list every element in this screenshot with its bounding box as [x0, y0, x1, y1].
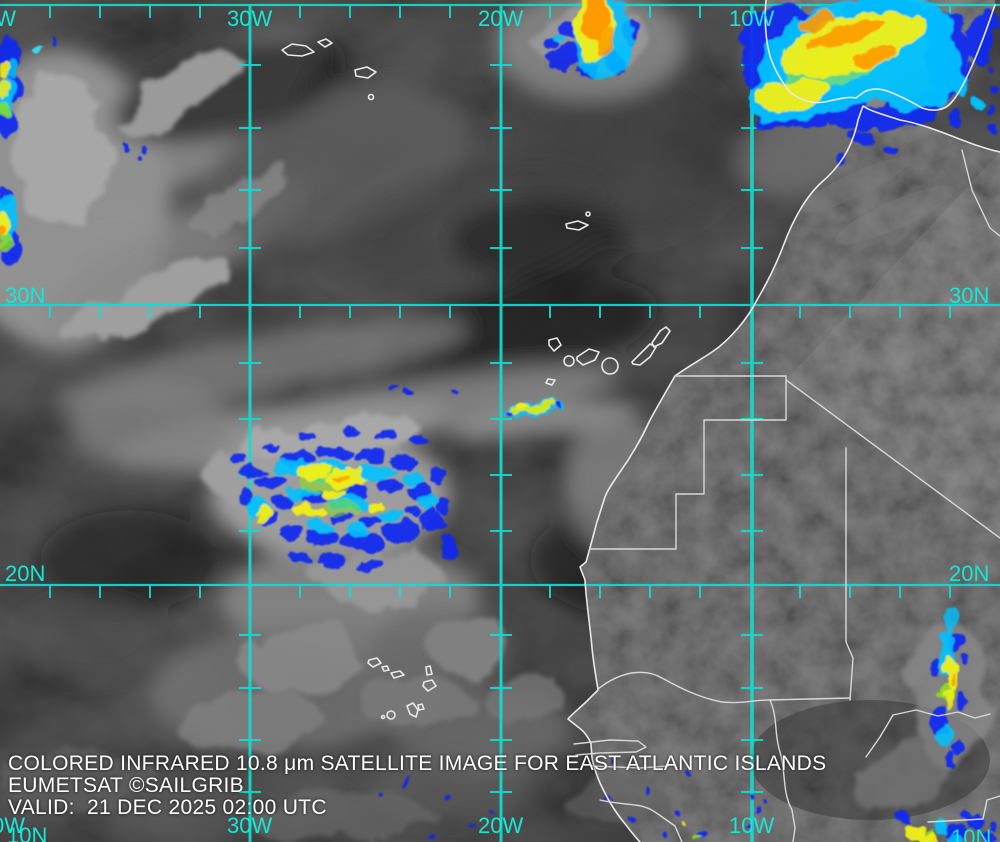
convection-top-middle — [542, 0, 638, 80]
lat-label-20n-left: 20N — [5, 561, 45, 586]
convection-left-edge — [0, 37, 55, 266]
cape-verde-islands — [367, 657, 437, 720]
caption-valid-time: VALID: 21 DEC 2025 02:00 UTC — [8, 796, 327, 819]
lat-label-30n-left: 30N — [5, 283, 45, 308]
lon-label-30w-top: 30W — [227, 6, 272, 31]
lon-label-20w-bottom: 20W — [478, 813, 523, 838]
lon-label-30w-bottom: 30W — [227, 813, 272, 838]
border-gambia — [573, 739, 647, 756]
lon-label-20w-top: 20W — [478, 6, 523, 31]
convection-bottom-right-corner — [898, 806, 999, 842]
lon-label-10w-top: 10W — [729, 6, 774, 31]
caption-attribution: EUMETSAT ©SAILGRIB — [8, 774, 244, 797]
lat-label-10n-left: 10N — [7, 823, 47, 842]
border-guinea-south — [927, 795, 1000, 823]
border-morocco-algeria — [961, 149, 1000, 237]
lat-label-20n-right: 20N — [949, 561, 989, 586]
border-senegal-guinea-bissau — [591, 765, 669, 769]
lon-label-40w-bottom: 0W — [0, 813, 25, 838]
madeira-islands — [565, 211, 591, 231]
caption-title: COLORED INFRARED 10.8 μm SATELLITE IMAGE… — [8, 752, 827, 775]
convection-scattered-specks — [125, 64, 999, 839]
coastline-iberia — [764, 0, 996, 111]
canary-islands — [545, 326, 671, 386]
lon-label-40w-top: 0W — [0, 6, 16, 31]
map-outlines — [281, 0, 1000, 842]
border-western-sahara-mauritania — [589, 375, 787, 550]
border-mali-guinea — [865, 709, 991, 758]
convection-iberia — [738, 0, 998, 164]
border-mauritania-mali — [845, 447, 854, 701]
lon-label-10w-bottom: 10W — [729, 813, 774, 838]
country-borders — [573, 149, 1000, 842]
grid-labels: 0W 30W 20W 10W 0W 30W 20W 10W 30N 30N 20… — [0, 6, 991, 842]
grid-ticks-lon — [49, 6, 951, 598]
convection-canary-streak — [391, 386, 566, 417]
coastline-africa — [567, 105, 1000, 842]
border-algeria-mauritania — [785, 379, 1000, 539]
lat-label-30n-right: 30N — [949, 283, 989, 308]
azores-islands — [281, 38, 377, 101]
convection-guinea-strip — [931, 610, 969, 768]
border-senegal-mauritania — [597, 671, 851, 704]
convection-midleft-cluster — [233, 428, 457, 572]
border-senegal-mali — [769, 699, 796, 842]
lat-label-10n-right: 10N — [951, 825, 991, 842]
border-guinea-bissau-guinea — [599, 799, 683, 842]
